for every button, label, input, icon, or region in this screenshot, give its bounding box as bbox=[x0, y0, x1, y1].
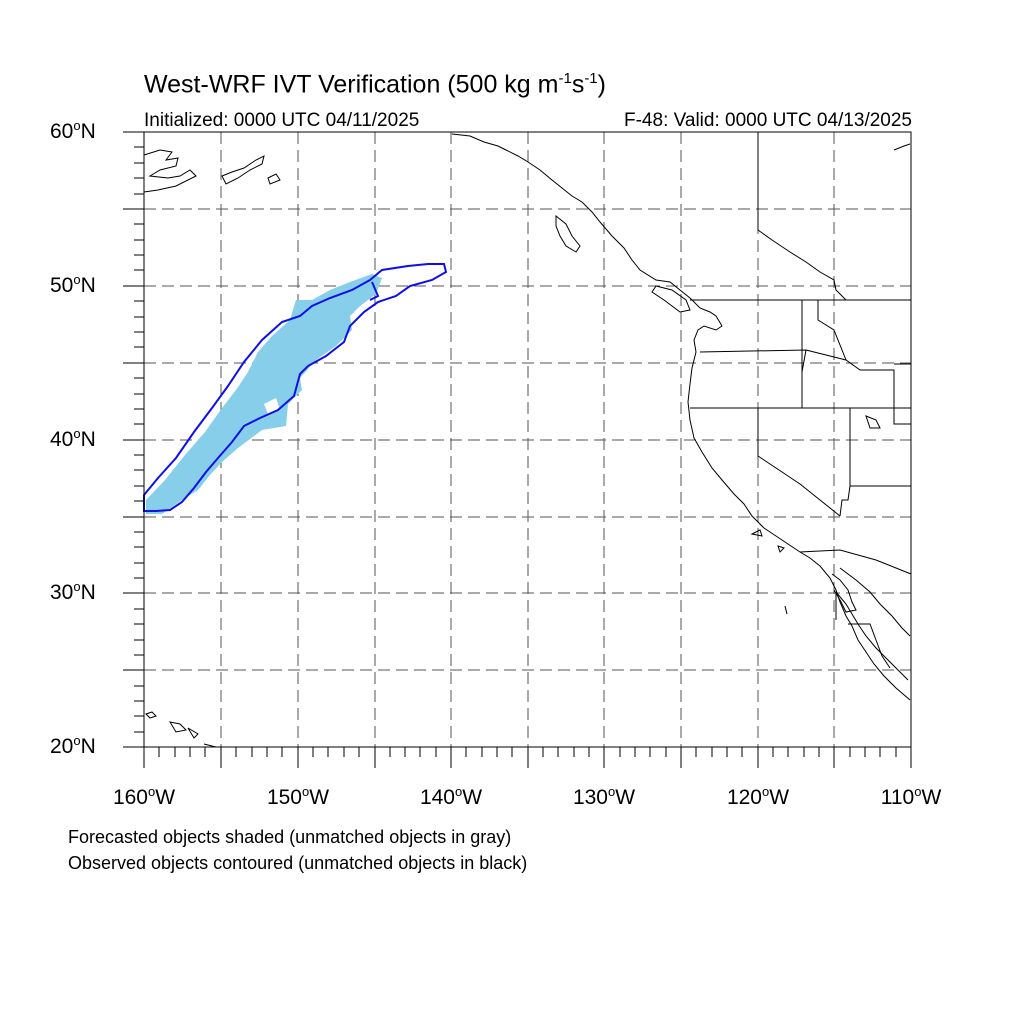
forecast-note: Forecasted objects shaded (unmatched obj… bbox=[68, 827, 512, 847]
valid-time: F-48: Valid: 0000 UTC 04/13/2025 bbox=[624, 110, 912, 131]
degree-symbol: o bbox=[301, 784, 310, 799]
lat-label-40: 40oN bbox=[50, 426, 96, 452]
title-sup-1: -1 bbox=[558, 70, 572, 87]
degree-symbol: o bbox=[454, 784, 463, 799]
lon-label-130w: 130oW bbox=[559, 784, 649, 810]
lon-value: 130 bbox=[572, 786, 608, 809]
lon-value: 150 bbox=[266, 786, 302, 809]
grid-lines bbox=[144, 132, 911, 747]
observed-object-inner-line bbox=[369, 281, 380, 301]
lon-suffix: W bbox=[615, 786, 636, 809]
initialized-time: Initialized: 0000 UTC 04/11/2025 bbox=[144, 110, 420, 131]
lat-value: 60 bbox=[50, 120, 74, 143]
title-text: West-WRF IVT Verification (500 kg m bbox=[144, 70, 559, 99]
lon-value: 120 bbox=[726, 786, 762, 809]
lat-label-50: 50oN bbox=[50, 272, 96, 298]
degree-symbol: o bbox=[914, 784, 922, 799]
tick-marks bbox=[123, 131, 912, 768]
coastlines bbox=[143, 133, 911, 748]
degree-symbol: o bbox=[73, 733, 81, 748]
lon-value: 140 bbox=[419, 786, 455, 809]
lon-suffix: W bbox=[462, 786, 483, 809]
lat-label-20: 20oN bbox=[50, 733, 96, 759]
lat-suffix: N bbox=[80, 581, 96, 604]
lon-label-160w: 160oW bbox=[99, 784, 189, 810]
lon-value: 160 bbox=[112, 786, 148, 809]
lon-value: 110 bbox=[880, 786, 915, 809]
title-sup-2: -1 bbox=[584, 70, 598, 87]
degree-symbol: o bbox=[73, 579, 81, 594]
lon-label-140w: 140oW bbox=[406, 784, 496, 810]
lat-value: 50 bbox=[50, 274, 74, 297]
lon-suffix: W bbox=[155, 786, 176, 809]
lat-suffix: N bbox=[80, 428, 96, 451]
lon-suffix: W bbox=[769, 786, 790, 809]
lat-label-60: 60oN bbox=[50, 118, 96, 144]
lat-suffix: N bbox=[80, 274, 96, 297]
lat-value: 20 bbox=[50, 735, 74, 758]
lon-label-110w: 110oW bbox=[866, 784, 956, 810]
lat-label-30: 30oN bbox=[50, 579, 96, 605]
degree-symbol: o bbox=[73, 118, 81, 133]
degree-symbol: o bbox=[761, 784, 770, 799]
degree-symbol: o bbox=[607, 784, 616, 799]
degree-symbol: o bbox=[73, 426, 81, 441]
degree-symbol: o bbox=[73, 272, 81, 287]
lat-value: 30 bbox=[50, 581, 74, 604]
degree-symbol: o bbox=[147, 784, 156, 799]
title-end: ) bbox=[597, 70, 606, 99]
lon-suffix: W bbox=[309, 786, 330, 809]
forecast-object-shading bbox=[146, 274, 382, 514]
lon-label-120w: 120oW bbox=[713, 784, 803, 810]
lat-suffix: N bbox=[80, 735, 96, 758]
political-borders bbox=[690, 132, 912, 620]
lat-suffix: N bbox=[80, 120, 96, 143]
lon-suffix: W bbox=[921, 786, 942, 809]
observed-note: Observed objects contoured (unmatched ob… bbox=[68, 853, 528, 873]
map-title: West-WRF IVT Verification (500 kg m-1s-1… bbox=[144, 70, 606, 99]
lon-label-150w: 150oW bbox=[253, 784, 343, 810]
observed-object-contour bbox=[143, 263, 448, 512]
lat-value: 40 bbox=[50, 428, 74, 451]
title-mid: s bbox=[571, 70, 585, 99]
